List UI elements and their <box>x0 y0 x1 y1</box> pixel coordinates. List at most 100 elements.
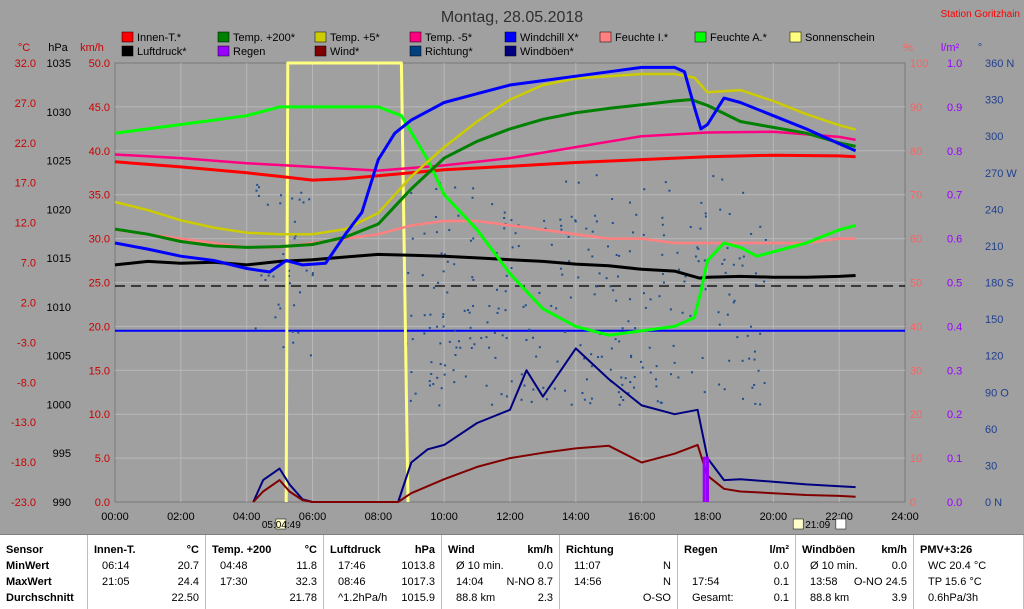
wind-direction-dot <box>469 326 472 329</box>
stats-value: 0.0 <box>537 560 553 572</box>
wind-direction-dot <box>717 311 720 314</box>
stats-header: Regen <box>684 544 718 556</box>
wind-direction-dot <box>753 383 756 386</box>
wind-direction-dot <box>550 304 553 307</box>
wind-direction-dot <box>593 293 596 296</box>
wind-direction-dot <box>672 344 675 347</box>
wind-direction-dot <box>480 337 483 340</box>
wind-direction-dot <box>288 269 291 272</box>
wind-direction-dot <box>597 356 600 359</box>
sunset-time: 21:09 <box>805 520 830 531</box>
wind-direction-dot <box>505 395 508 398</box>
wind-direction-dot <box>611 221 614 224</box>
wind-direction-dot <box>439 342 442 345</box>
wind-direction-dot <box>442 325 445 328</box>
stats-value: 1017.3 <box>401 576 435 588</box>
y-tick-percent: 30 <box>910 365 922 377</box>
wind-direction-dot <box>630 354 633 357</box>
wind-direction-dot <box>591 230 594 233</box>
y-tick-hpa: 1025 <box>47 156 71 168</box>
stats-value: 22.50 <box>171 592 199 604</box>
wind-direction-dot <box>742 397 745 400</box>
wind-direction-dot <box>677 376 680 379</box>
legend-swatch <box>409 31 422 43</box>
wind-direction-dot <box>628 201 631 204</box>
y-tick-percent: 90 <box>910 102 922 114</box>
y-tick-celsius: -3.0 <box>17 337 36 349</box>
wind-direction-dot <box>293 237 296 240</box>
wind-direction-dot <box>648 346 651 349</box>
wind-direction-dot <box>542 386 545 389</box>
wind-direction-dot <box>291 197 294 200</box>
legend-label: Luftdruck* <box>137 46 187 58</box>
y-tick-kmh: 30.0 <box>89 234 110 246</box>
wind-direction-dot <box>464 375 467 378</box>
wind-direction-dot <box>723 388 726 391</box>
wind-direction-dot <box>470 346 473 349</box>
station-name: Station Goritzhain <box>941 9 1021 20</box>
y-tick-percent: 10 <box>910 453 922 465</box>
wind-direction-dot <box>407 272 410 275</box>
y-tick-hpa: 1030 <box>47 107 71 119</box>
x-tick-label: 00:00 <box>101 511 129 523</box>
wind-direction-dot <box>661 253 664 256</box>
stats-value: ^1.2hPa/h <box>338 592 388 604</box>
wind-direction-dot <box>277 303 280 306</box>
y-tick-percent: 60 <box>910 234 922 246</box>
y-tick-kmh: 25.0 <box>89 278 110 290</box>
y-tick-degree: 30 <box>985 460 997 472</box>
wind-direction-dot <box>649 298 652 301</box>
wind-direction-dot <box>497 307 500 310</box>
axis-unit-rain: l/m² <box>941 42 960 54</box>
x-tick-label: 02:00 <box>167 511 195 523</box>
stats-header: Wind <box>448 544 475 556</box>
y-tick-degree: 330 <box>985 95 1003 107</box>
wind-direction-dot <box>274 316 277 319</box>
wind-direction-dot <box>750 232 753 235</box>
wind-direction-dot <box>699 227 702 230</box>
wind-direction-dot <box>690 371 693 374</box>
stats-column: Luftdruck hPa 17:46 1013.8 08:46 1017.3 ^1.2hP… <box>324 535 442 609</box>
legend-label: Richtung* <box>425 46 473 58</box>
wind-direction-dot <box>485 384 488 387</box>
wind-direction-dot <box>703 259 706 262</box>
wind-direction-dot <box>440 387 443 390</box>
y-tick-kmh: 50.0 <box>89 58 110 70</box>
y-tick-kmh: 35.0 <box>89 190 110 202</box>
wind-direction-dot <box>662 281 665 284</box>
wind-direction-dot <box>750 325 753 328</box>
wind-direction-dot <box>442 270 445 273</box>
y-tick-rain: 0.6 <box>947 234 962 246</box>
y-tick-rain: 0.4 <box>947 321 962 333</box>
wind-direction-dot <box>495 252 498 255</box>
wind-direction-dot <box>459 346 462 349</box>
wind-direction-dot <box>577 276 580 279</box>
wind-direction-dot <box>661 272 664 275</box>
y-tick-degree: 120 <box>985 351 1003 363</box>
wind-direction-dot <box>721 262 724 265</box>
wind-direction-dot <box>742 255 745 258</box>
wind-direction-dot <box>559 218 562 221</box>
wind-direction-dot <box>583 357 586 360</box>
stats-value: 3.9 <box>891 592 907 604</box>
wind-direction-dot <box>440 252 443 255</box>
wind-direction-dot <box>486 321 489 324</box>
wind-direction-dot <box>559 267 562 270</box>
stats-value: 21.78 <box>289 592 317 604</box>
axis-unit-percent: % <box>903 42 913 54</box>
y-tick-celsius: 2.0 <box>21 297 36 309</box>
y-tick-percent: 70 <box>910 190 922 202</box>
y-tick-celsius: 12.0 <box>15 218 36 230</box>
wind-direction-dot <box>535 355 538 358</box>
y-tick-degree: 180 S <box>985 278 1014 290</box>
wind-direction-dot <box>595 220 598 223</box>
wind-direction-dot <box>510 219 513 222</box>
wind-direction-dot <box>732 301 735 304</box>
stats-value: 0.0 <box>773 560 789 572</box>
legend-swatch <box>314 31 327 43</box>
wind-direction-dot <box>550 243 553 246</box>
legend-swatch <box>599 31 612 43</box>
wind-direction-dot <box>505 274 508 277</box>
stats-column: Regen l/m² 0.0 17:54 0.1 Gesamt: 0.1 <box>678 535 796 609</box>
wind-direction-dot <box>511 246 514 249</box>
